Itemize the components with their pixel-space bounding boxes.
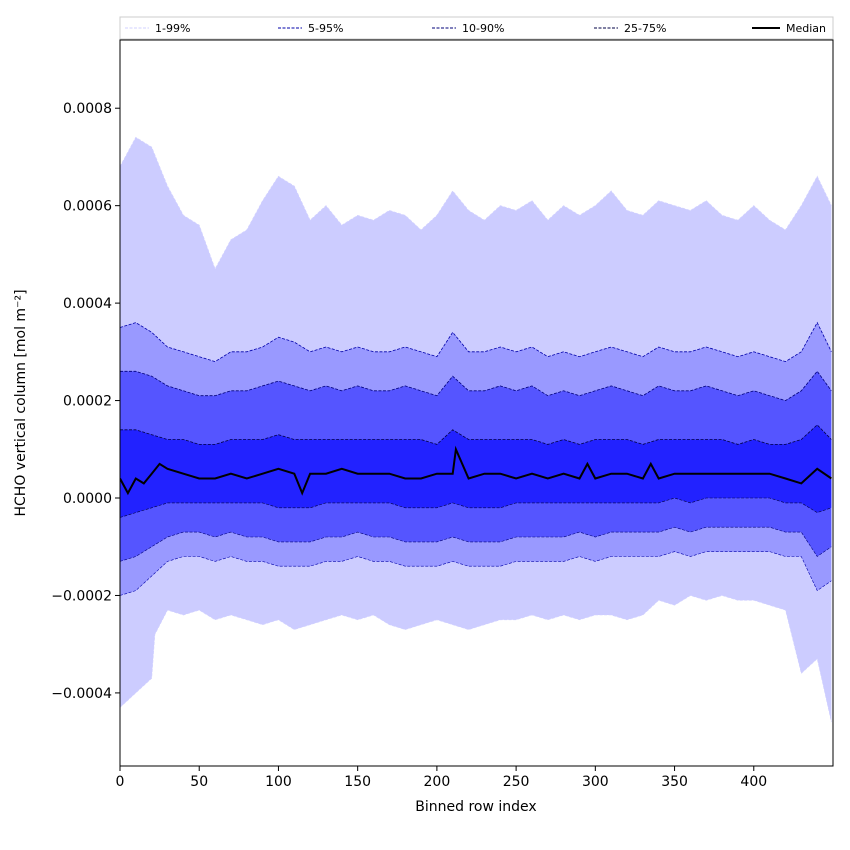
legend-label: 25-75% <box>624 22 666 35</box>
y-tick-label: 0.0002 <box>63 394 112 410</box>
legend-label: 10-90% <box>462 22 504 35</box>
median-layer <box>120 445 832 496</box>
x-tick-label: 300 <box>582 774 609 790</box>
y-tick-label: 0.0008 <box>63 101 112 117</box>
band-2-lower-line <box>120 526 832 562</box>
legend: 1-99% 5-95% 10-90% 25-75% Median <box>119 16 834 40</box>
y-tick-label: 0.0000 <box>63 491 112 507</box>
x-tick-label: 200 <box>424 774 451 790</box>
x-tick-label: 50 <box>190 774 208 790</box>
y-tick-label: −0.0004 <box>51 686 112 702</box>
band-0-lower-line <box>120 595 832 723</box>
legend-label: Median <box>786 22 826 35</box>
band-1-lower-line <box>120 551 832 596</box>
y-tick-label: 0.0006 <box>63 199 112 215</box>
y-axis-label: HCHO vertical column [mol m⁻²] <box>13 289 29 516</box>
band-3-lower-line <box>120 497 832 518</box>
y-axis-ticks: −0.0004 −0.0002 0.0000 0.0002 0.0004 0.0006 0.… <box>51 101 120 702</box>
legend-label: 1-99% <box>155 22 190 35</box>
x-tick-label: 350 <box>661 774 688 790</box>
legend-label: 5-95% <box>308 22 343 35</box>
x-tick-label: 250 <box>503 774 530 790</box>
y-tick-label: −0.0002 <box>51 588 112 604</box>
x-axis-ticks: 0 50 100 150 200 250 300 350 400 <box>116 766 767 790</box>
x-axis-label: Binned row index <box>415 799 536 815</box>
band-3-upper-line <box>120 424 832 445</box>
x-tick-label: 0 <box>116 774 125 790</box>
band-0-upper-line <box>120 136 832 270</box>
percentile-bands <box>120 136 832 723</box>
plot-frame <box>119 39 834 767</box>
median-line <box>120 445 832 496</box>
band-1-upper-line <box>120 321 832 363</box>
x-tick-label: 150 <box>344 774 371 790</box>
x-tick-label: 100 <box>265 774 292 790</box>
band-3-fill <box>120 424 832 518</box>
y-tick-label: 0.0004 <box>63 296 112 312</box>
band-2-upper-line <box>120 370 832 402</box>
legend-frame <box>119 16 834 40</box>
x-tick-label: 400 <box>740 774 767 790</box>
